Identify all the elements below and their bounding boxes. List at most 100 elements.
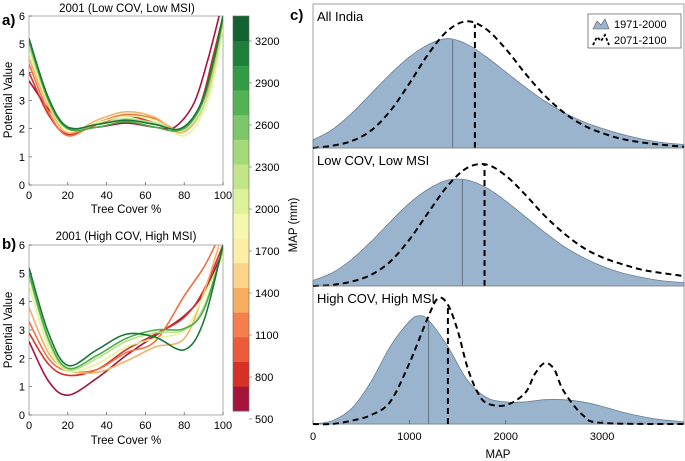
colorbar-tick-label: 3200 xyxy=(255,36,279,48)
panel-a-plot-area xyxy=(28,15,224,186)
colorbar-block xyxy=(233,139,249,165)
panel-b-title: 2001 (High COV, High MSI) xyxy=(56,231,197,243)
panel-a-y-label: Potential Value xyxy=(3,62,15,139)
panel-b-x-tick-label: 40 xyxy=(100,420,112,432)
panel-a-y-tick-label: 2 xyxy=(19,124,25,136)
colorbar-block xyxy=(233,262,249,288)
panel-a-y-tick-label: 6 xyxy=(19,11,25,23)
colorbar-block xyxy=(233,336,249,363)
panel-b-series xyxy=(29,245,223,396)
panel-b-series-line-800 xyxy=(29,245,223,377)
panel-a-series xyxy=(29,16,223,137)
panel-b-y-tick-label: 2 xyxy=(19,353,25,365)
panel-b-y-tick-label: 3 xyxy=(19,325,25,337)
panel-b-series-line-2300 xyxy=(29,250,223,371)
panel-c-legend: 1971-2000 2071-2100 xyxy=(587,13,682,49)
future-density-line xyxy=(312,20,685,149)
panel-a-x-tick-label: 80 xyxy=(178,190,190,202)
legend-future-swatch xyxy=(592,33,610,46)
panel-a-series-line-3200 xyxy=(29,16,223,131)
panel-a-x-tick-label: 60 xyxy=(139,190,151,202)
baseline-density-area xyxy=(312,315,685,425)
colorbar-block xyxy=(233,164,249,190)
subplot-title: All India xyxy=(317,9,364,24)
panel-b-x-tick-label: 60 xyxy=(139,420,151,432)
panel-c-x-ticks: 0 1000 2000 3000 xyxy=(310,420,614,443)
panel-a: a) 2001 (Low COV, Low MSI) 0 1 2 3 4 5 6 0 20 40… xyxy=(2,3,232,216)
panel-c-x-tick-label: 0 xyxy=(310,431,316,443)
panel-b-series-line-2900 xyxy=(29,247,223,370)
panel-b-y-label: Potential Value xyxy=(3,292,15,369)
colorbar: 500 800 1100 1400 1700 2000 2300 2600 2900 3200 M… xyxy=(232,15,300,426)
panel-c-x-label: MAP xyxy=(486,449,511,461)
panel-c-x-tick-label: 1000 xyxy=(397,431,421,443)
panel-b-x-tick-label: 20 xyxy=(62,420,74,432)
panel-a-x-tick-label: 100 xyxy=(214,190,232,202)
panel-b-series-line-2000 xyxy=(29,255,223,373)
panel-b-x-tick-label: 0 xyxy=(26,420,32,432)
panel-b-y-tick-label: 4 xyxy=(19,297,25,309)
colorbar-tick-label: 2000 xyxy=(255,204,279,216)
panel-b: b) 2001 (High COV, High MSI) 0 1 2 3 4 5 6 0 20… xyxy=(2,231,232,447)
baseline-density-area xyxy=(312,38,685,149)
colorbar-tick-label: 1700 xyxy=(255,246,279,258)
colorbar-block xyxy=(233,188,249,214)
panel-c: c) All India Low COV, Low MSI High COV, Hi… xyxy=(290,3,685,461)
colorbar-tick-label: 800 xyxy=(255,372,273,384)
legend-baseline-swatch xyxy=(592,18,610,30)
subplot-title: High COV, High MSI xyxy=(317,291,435,306)
panel-b-plot-area xyxy=(28,244,224,416)
panel-b-y-tick-label: 6 xyxy=(19,240,25,252)
colorbar-block xyxy=(233,238,249,264)
legend-baseline-label: 1971-2000 xyxy=(614,19,667,31)
panel-a-y-tick-label: 5 xyxy=(19,39,25,51)
panel-c-x-tick-label: 2000 xyxy=(493,431,517,443)
colorbar-blocks xyxy=(233,16,249,412)
colorbar-tick-label: 1400 xyxy=(255,288,279,300)
panel-a-title: 2001 (Low COV, Low MSI) xyxy=(59,3,195,15)
subplot-title: Low COV, Low MSI xyxy=(317,153,429,168)
panel-b-label: b) xyxy=(2,236,16,253)
baseline-density-area xyxy=(312,178,685,287)
panel-b-y-tick-label: 5 xyxy=(19,268,25,280)
panel-a-x-tick-label: 20 xyxy=(62,190,74,202)
colorbar-tick-label: 1100 xyxy=(255,330,279,342)
panel-b-series-line-500 xyxy=(29,250,223,396)
density-subplot: All India xyxy=(312,9,685,149)
colorbar-label: MAP (mm) xyxy=(288,197,300,252)
legend-box xyxy=(587,13,682,49)
panel-a-x-ticks: 0 20 40 60 80 100 xyxy=(26,182,232,202)
panel-b-y-tick-label: 0 xyxy=(19,410,25,422)
future-density-line xyxy=(312,163,685,287)
colorbar-tick-label: 2300 xyxy=(255,162,279,174)
panel-b-x-ticks: 0 20 40 60 80 100 xyxy=(26,412,232,432)
colorbar-tick-label: 2900 xyxy=(255,78,279,90)
colorbar-tick-label: 500 xyxy=(255,414,273,426)
colorbar-block xyxy=(233,114,249,140)
panel-b-series-line-1100 xyxy=(29,245,216,374)
panel-b-series-line-3200 xyxy=(29,245,223,367)
panel-c-label: c) xyxy=(290,7,303,24)
colorbar-block xyxy=(233,312,249,338)
panel-a-y-tick-label: 4 xyxy=(19,67,25,79)
colorbar-frame xyxy=(232,15,250,412)
panel-b-y-tick-label: 1 xyxy=(19,382,25,394)
panel-a-x-tick-label: 0 xyxy=(26,190,32,202)
panel-a-y-tick-label: 1 xyxy=(19,152,25,164)
panel-a-series-line-2000 xyxy=(29,27,223,137)
colorbar-block xyxy=(233,90,249,116)
future-density-line xyxy=(312,296,685,426)
density-subplot: High COV, High MSI xyxy=(312,285,685,426)
legend-future-label: 2071-2100 xyxy=(614,35,667,47)
colorbar-block xyxy=(233,213,249,239)
panel-b-x-label: Tree Cover % xyxy=(91,435,162,447)
density-subplot: Low COV, Low MSI xyxy=(312,147,685,287)
panel-a-label: a) xyxy=(2,12,15,29)
colorbar-block xyxy=(233,386,249,412)
colorbar-block xyxy=(233,361,249,387)
colorbar-block xyxy=(233,287,249,313)
panel-b-x-tick-label: 80 xyxy=(178,420,190,432)
panel-b-x-tick-label: 100 xyxy=(214,420,232,432)
panel-a-series-line-2900 xyxy=(29,18,223,132)
